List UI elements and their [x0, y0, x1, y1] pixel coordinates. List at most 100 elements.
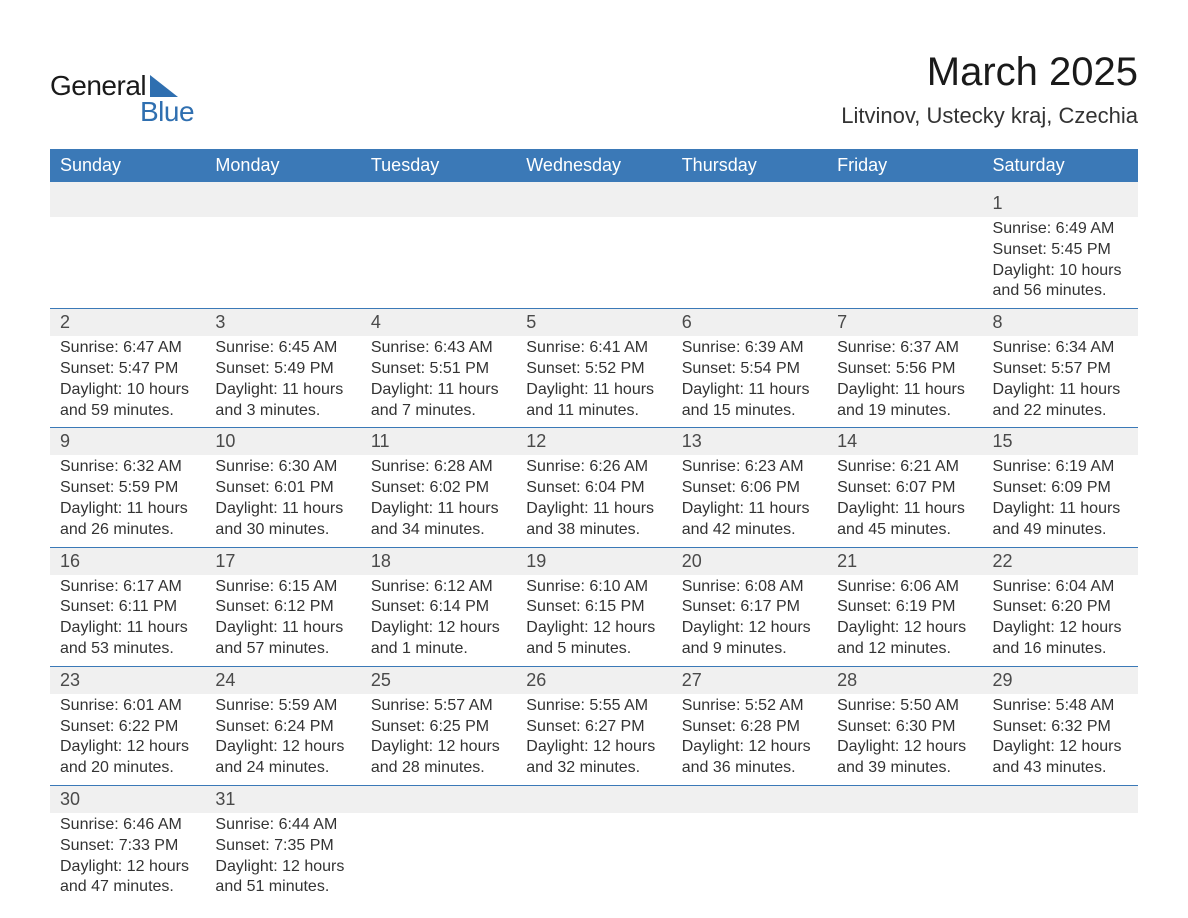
- daylight-line1: Daylight: 11 hours: [215, 380, 350, 401]
- daylight-line2: and 26 minutes.: [60, 520, 195, 541]
- day-number: 29: [983, 666, 1138, 694]
- sunrise-text: Sunrise: 6:26 AM: [526, 457, 661, 478]
- daylight-line2: and 53 minutes.: [60, 639, 195, 660]
- sunrise-text: Sunrise: 6:37 AM: [837, 338, 972, 359]
- day-detail: Sunrise: 5:55 AM Sunset: 6:27 PM Dayligh…: [516, 694, 671, 786]
- table-row: Sunrise: 6:17 AM Sunset: 6:11 PM Dayligh…: [50, 575, 1138, 667]
- sunset-text: Sunset: 6:14 PM: [371, 597, 506, 618]
- day-header-fri: Friday: [827, 149, 982, 182]
- daylight-line1: Daylight: 11 hours: [837, 380, 972, 401]
- day-number: 16: [50, 547, 205, 575]
- day-detail: Sunrise: 6:08 AM Sunset: 6:17 PM Dayligh…: [672, 575, 827, 667]
- sunrise-text: Sunrise: 6:46 AM: [60, 815, 195, 836]
- daylight-line2: and 43 minutes.: [993, 758, 1128, 779]
- daylight-line2: and 7 minutes.: [371, 401, 506, 422]
- title-block: March 2025 Litvinov, Ustecky kraj, Czech…: [841, 50, 1138, 129]
- day-header-thu: Thursday: [672, 149, 827, 182]
- day-number: 30: [50, 785, 205, 813]
- daylight-line2: and 32 minutes.: [526, 758, 661, 779]
- logo: General Blue: [50, 50, 194, 128]
- sunrise-text: Sunrise: 6:45 AM: [215, 338, 350, 359]
- table-row: 30 31: [50, 785, 1138, 813]
- day-detail: Sunrise: 6:46 AM Sunset: 7:33 PM Dayligh…: [50, 813, 205, 904]
- sunset-text: Sunset: 5:45 PM: [993, 240, 1128, 261]
- sunrise-text: Sunrise: 6:21 AM: [837, 457, 972, 478]
- sunrise-text: Sunrise: 6:28 AM: [371, 457, 506, 478]
- day-detail: Sunrise: 6:45 AM Sunset: 5:49 PM Dayligh…: [205, 336, 360, 428]
- daylight-line2: and 39 minutes.: [837, 758, 972, 779]
- day-number: 17: [205, 547, 360, 575]
- sunrise-text: Sunrise: 6:19 AM: [993, 457, 1128, 478]
- daylight-line2: and 3 minutes.: [215, 401, 350, 422]
- day-detail: Sunrise: 6:06 AM Sunset: 6:19 PM Dayligh…: [827, 575, 982, 667]
- day-header-row: Sunday Monday Tuesday Wednesday Thursday…: [50, 149, 1138, 182]
- day-detail: [672, 813, 827, 904]
- daylight-line1: Daylight: 11 hours: [682, 380, 817, 401]
- daylight-line1: Daylight: 12 hours: [682, 618, 817, 639]
- daylight-line2: and 16 minutes.: [993, 639, 1128, 660]
- day-header-sun: Sunday: [50, 149, 205, 182]
- daylight-line1: Daylight: 12 hours: [526, 618, 661, 639]
- daylight-line2: and 38 minutes.: [526, 520, 661, 541]
- sunset-text: Sunset: 6:07 PM: [837, 478, 972, 499]
- day-detail: Sunrise: 5:59 AM Sunset: 6:24 PM Dayligh…: [205, 694, 360, 786]
- sunrise-text: Sunrise: 6:39 AM: [682, 338, 817, 359]
- day-number: 22: [983, 547, 1138, 575]
- daylight-line1: Daylight: 12 hours: [526, 737, 661, 758]
- day-detail: [983, 813, 1138, 904]
- sunset-text: Sunset: 6:28 PM: [682, 717, 817, 738]
- table-row: Sunrise: 6:47 AM Sunset: 5:47 PM Dayligh…: [50, 336, 1138, 428]
- sunset-text: Sunset: 6:02 PM: [371, 478, 506, 499]
- day-detail: Sunrise: 6:28 AM Sunset: 6:02 PM Dayligh…: [361, 455, 516, 547]
- day-detail: [516, 813, 671, 904]
- logo-triangle-icon: [150, 75, 178, 97]
- sunrise-text: Sunrise: 6:23 AM: [682, 457, 817, 478]
- day-number: [205, 190, 360, 217]
- daylight-line2: and 12 minutes.: [837, 639, 972, 660]
- day-number: [672, 190, 827, 217]
- daylight-line2: and 20 minutes.: [60, 758, 195, 779]
- daylight-line1: Daylight: 10 hours: [993, 261, 1128, 282]
- day-number: 25: [361, 666, 516, 694]
- day-number: 3: [205, 309, 360, 337]
- month-title: March 2025: [841, 50, 1138, 95]
- table-row: 9 10 11 12 13 14 15: [50, 428, 1138, 456]
- daylight-line2: and 45 minutes.: [837, 520, 972, 541]
- day-number: 19: [516, 547, 671, 575]
- sunrise-text: Sunrise: 5:52 AM: [682, 696, 817, 717]
- daylight-line1: Daylight: 12 hours: [60, 737, 195, 758]
- sunrise-text: Sunrise: 6:15 AM: [215, 577, 350, 598]
- daylight-line1: Daylight: 12 hours: [215, 737, 350, 758]
- day-number: 1: [983, 190, 1138, 217]
- sunset-text: Sunset: 6:19 PM: [837, 597, 972, 618]
- day-detail: Sunrise: 6:12 AM Sunset: 6:14 PM Dayligh…: [361, 575, 516, 667]
- daylight-line2: and 9 minutes.: [682, 639, 817, 660]
- calendar-body: 1: [50, 182, 1138, 904]
- daylight-line2: and 59 minutes.: [60, 401, 195, 422]
- sunrise-text: Sunrise: 5:48 AM: [993, 696, 1128, 717]
- daylight-line2: and 51 minutes.: [215, 877, 350, 898]
- day-number: 21: [827, 547, 982, 575]
- daylight-line1: Daylight: 10 hours: [60, 380, 195, 401]
- sunset-text: Sunset: 5:47 PM: [60, 359, 195, 380]
- daylight-line2: and 36 minutes.: [682, 758, 817, 779]
- day-detail: Sunrise: 6:17 AM Sunset: 6:11 PM Dayligh…: [50, 575, 205, 667]
- day-number: 26: [516, 666, 671, 694]
- day-number: 9: [50, 428, 205, 456]
- day-number: 31: [205, 785, 360, 813]
- sunset-text: Sunset: 6:04 PM: [526, 478, 661, 499]
- day-detail: Sunrise: 6:32 AM Sunset: 5:59 PM Dayligh…: [50, 455, 205, 547]
- day-detail: Sunrise: 5:57 AM Sunset: 6:25 PM Dayligh…: [361, 694, 516, 786]
- daylight-line1: Daylight: 11 hours: [371, 499, 506, 520]
- daylight-line1: Daylight: 12 hours: [60, 857, 195, 878]
- sunrise-text: Sunrise: 6:43 AM: [371, 338, 506, 359]
- location-subtitle: Litvinov, Ustecky kraj, Czechia: [841, 103, 1138, 129]
- day-number: [361, 190, 516, 217]
- sunset-text: Sunset: 6:22 PM: [60, 717, 195, 738]
- sunrise-text: Sunrise: 6:32 AM: [60, 457, 195, 478]
- table-row: 16 17 18 19 20 21 22: [50, 547, 1138, 575]
- daylight-line1: Daylight: 11 hours: [371, 380, 506, 401]
- day-detail: [361, 217, 516, 309]
- day-header-wed: Wednesday: [516, 149, 671, 182]
- day-number: [983, 785, 1138, 813]
